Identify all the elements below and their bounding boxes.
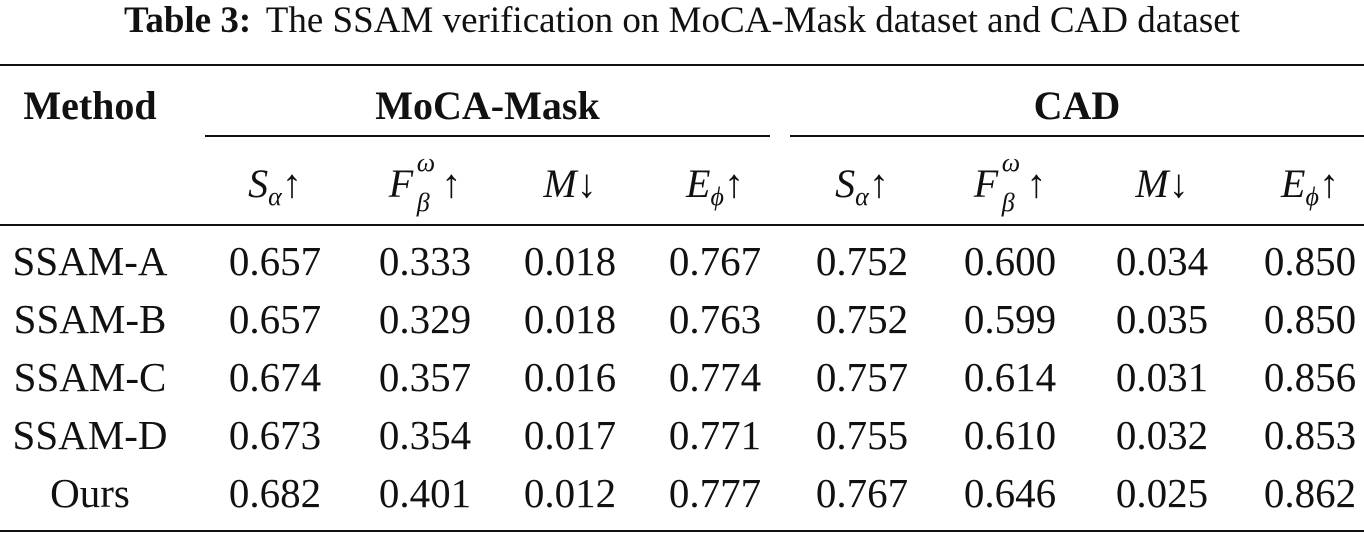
- metric-subscript: ϕ: [710, 182, 724, 211]
- metric-symbol: F: [973, 161, 999, 206]
- value-cell: 0.599: [963, 296, 1057, 342]
- table-caption-label: Table 3:: [124, 0, 252, 41]
- value-cell: 0.646: [963, 470, 1057, 516]
- value-cell: 0.763: [668, 296, 762, 342]
- value-cell: 0.862: [1263, 470, 1357, 516]
- up-arrow-icon: ↑: [441, 161, 462, 206]
- metric-symbol: E: [686, 161, 711, 206]
- value-cell: 0.357: [378, 354, 472, 400]
- up-arrow-icon: ↑: [723, 161, 744, 206]
- value-cell: 0.333: [378, 238, 472, 284]
- value-cell: 0.034: [1115, 238, 1209, 284]
- value-cell: 0.614: [963, 354, 1057, 400]
- metric-header-0: Sα↑: [205, 160, 345, 210]
- cad-cmidrule: [790, 135, 1364, 137]
- value-cell: 0.752: [815, 238, 909, 284]
- table-caption: Table 3: The SSAM verification on MoCA-M…: [0, 0, 1364, 48]
- value-cell: 0.354: [378, 412, 472, 458]
- metric-header-7: Eϕ↑: [1240, 160, 1364, 210]
- value-cell: 0.018: [523, 296, 617, 342]
- value-cell: 0.657: [228, 238, 322, 284]
- value-cell: 0.035: [1115, 296, 1209, 342]
- value-cell: 0.850: [1263, 296, 1357, 342]
- method-cell: SSAM-D: [12, 412, 168, 458]
- value-cell: 0.767: [815, 470, 909, 516]
- top-rule: [0, 64, 1364, 66]
- value-cell: 0.610: [963, 412, 1057, 458]
- metric-symbol: M: [543, 161, 577, 206]
- value-cell: 0.853: [1263, 412, 1357, 458]
- metric-subscript: α: [268, 182, 282, 211]
- value-cell: 0.755: [815, 412, 909, 458]
- metric-subscript: ϕ: [1305, 182, 1319, 211]
- up-arrow-icon: ↑: [281, 161, 302, 206]
- value-cell: 0.777: [668, 470, 762, 516]
- metric-superscript: ω: [416, 148, 436, 177]
- method-cell: SSAM-C: [13, 354, 167, 400]
- value-cell: 0.017: [523, 412, 617, 458]
- value-cell: 0.600: [963, 238, 1057, 284]
- up-arrow-icon: ↑: [1026, 161, 1047, 206]
- down-arrow-icon: ↓: [1168, 161, 1189, 206]
- value-cell: 0.025: [1115, 470, 1209, 516]
- value-cell: 0.682: [228, 470, 322, 516]
- value-cell: 0.856: [1263, 354, 1357, 400]
- value-cell: 0.752: [815, 296, 909, 342]
- metric-header-6: M↓: [1092, 160, 1232, 207]
- value-cell: 0.012: [523, 470, 617, 516]
- metric-symbol: S: [835, 161, 856, 206]
- metric-header-3: Eϕ↑: [645, 160, 785, 210]
- metric-subscript: α: [855, 182, 869, 211]
- metric-header-4: Sα↑: [792, 160, 932, 210]
- value-cell: 0.329: [378, 296, 472, 342]
- method-cell: SSAM-B: [13, 296, 167, 342]
- value-cell: 0.401: [378, 470, 472, 516]
- cad-header: CAD: [1033, 83, 1121, 128]
- metric-symbol: F: [388, 161, 414, 206]
- metric-subscript: β: [416, 188, 430, 217]
- method-cell: Ours: [50, 470, 130, 516]
- value-cell: 0.850: [1263, 238, 1357, 284]
- value-cell: 0.767: [668, 238, 762, 284]
- up-arrow-icon: ↑: [868, 161, 889, 206]
- value-cell: 0.673: [228, 412, 322, 458]
- value-cell: 0.774: [668, 354, 762, 400]
- metric-symbol: S: [248, 161, 269, 206]
- value-cell: 0.674: [228, 354, 322, 400]
- value-cell: 0.657: [228, 296, 322, 342]
- moca-mask-header: MoCA-Mask: [375, 83, 600, 128]
- up-arrow-icon: ↑: [1318, 161, 1339, 206]
- metric-symbol: M: [1135, 161, 1169, 206]
- header-rule: [0, 224, 1364, 226]
- metric-subscript: β: [1001, 188, 1015, 217]
- metric-header-2: M↓: [500, 160, 640, 207]
- method-header: Method: [23, 83, 157, 128]
- value-cell: 0.031: [1115, 354, 1209, 400]
- method-cell: SSAM-A: [12, 238, 168, 284]
- value-cell: 0.032: [1115, 412, 1209, 458]
- moca-mask-cmidrule: [205, 135, 770, 137]
- table-caption-text: The SSAM verification on MoCA-Mask datas…: [265, 0, 1240, 41]
- value-cell: 0.771: [668, 412, 762, 458]
- value-cell: 0.016: [523, 354, 617, 400]
- bottom-rule: [0, 530, 1364, 532]
- down-arrow-icon: ↓: [576, 161, 597, 206]
- value-cell: 0.018: [523, 238, 617, 284]
- metric-superscript: ω: [1001, 148, 1021, 177]
- metric-symbol: E: [1281, 161, 1306, 206]
- value-cell: 0.757: [815, 354, 909, 400]
